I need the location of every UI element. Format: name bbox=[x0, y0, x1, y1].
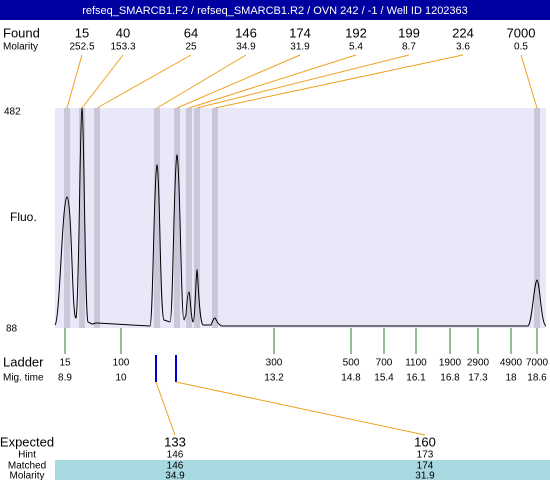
ladder-size: 100 bbox=[113, 358, 130, 369]
peak-connector bbox=[176, 54, 301, 109]
peak-connector bbox=[96, 54, 192, 109]
ladder-label: Ladder bbox=[3, 354, 44, 369]
expected-molarity: 31.9 bbox=[415, 471, 435, 480]
header-title: refseq_SMARCB1.F2 / refseq_SMARCB1.R2 / … bbox=[82, 5, 468, 17]
ladder-size: 700 bbox=[376, 358, 393, 369]
found-size: 15 bbox=[75, 25, 89, 40]
ladder-size: 4900 bbox=[500, 358, 523, 369]
ladder-time: 15.4 bbox=[374, 373, 394, 384]
peak-connector bbox=[214, 54, 464, 109]
peak-band bbox=[186, 108, 192, 328]
connector bbox=[155, 381, 176, 436]
peak-connector bbox=[188, 54, 357, 109]
expected-matched: 174 bbox=[417, 461, 434, 472]
ladder-time: 8.9 bbox=[58, 373, 72, 384]
peak-connector bbox=[66, 54, 83, 109]
trace bbox=[54, 107, 547, 327]
peak-band bbox=[534, 108, 540, 328]
ladder-size: 1100 bbox=[405, 358, 427, 369]
peak-connector bbox=[81, 54, 124, 109]
found-size: 192 bbox=[345, 25, 367, 40]
found-size: 40 bbox=[116, 25, 130, 40]
found-size: 64 bbox=[184, 25, 198, 40]
found-size: 224 bbox=[452, 25, 474, 40]
ladder-time: 18.6 bbox=[527, 373, 547, 384]
y-min-label: 88 bbox=[6, 324, 18, 335]
ladder-time: 16.8 bbox=[440, 373, 460, 384]
ladder-size: 500 bbox=[343, 358, 360, 369]
peak-connector bbox=[196, 54, 410, 109]
y-axis-label: Fluo. bbox=[10, 210, 37, 224]
found-label: Found bbox=[3, 25, 40, 40]
found-molarity: 5.4 bbox=[349, 42, 363, 53]
peak-connector bbox=[156, 54, 247, 109]
mig-time-label: Mig. time bbox=[3, 373, 44, 384]
ladder-time: 18 bbox=[505, 373, 517, 384]
ladder-time: 16.1 bbox=[406, 373, 426, 384]
found-molarity: 25 bbox=[185, 42, 197, 53]
found-size: 174 bbox=[289, 25, 311, 40]
found-molarity: 252.5 bbox=[69, 42, 94, 53]
ladder-time: 14.8 bbox=[341, 373, 361, 384]
ladder-size: 2900 bbox=[467, 358, 490, 369]
peak-band bbox=[194, 108, 200, 328]
expected-row-label: Expected bbox=[0, 434, 54, 449]
ladder-time: 17.3 bbox=[468, 373, 488, 384]
expected-row-label: Hint bbox=[18, 450, 36, 461]
found-molarity: 0.5 bbox=[514, 42, 528, 53]
ladder-size: 7000 bbox=[526, 358, 549, 369]
y-max-label: 482 bbox=[4, 107, 21, 118]
expected-row-label: Molarity bbox=[9, 471, 44, 480]
peak-band bbox=[174, 108, 180, 328]
ladder-size: 1900 bbox=[439, 358, 462, 369]
expected-molarity: 34.9 bbox=[165, 471, 185, 480]
found-size: 7000 bbox=[507, 25, 536, 40]
header-bar bbox=[0, 0, 550, 20]
expected-expected: 160 bbox=[414, 434, 436, 449]
molarity-label: Molarity bbox=[3, 42, 38, 53]
ladder-size: 300 bbox=[266, 358, 283, 369]
found-molarity: 8.7 bbox=[402, 42, 416, 53]
peak-band bbox=[94, 108, 100, 328]
ladder-time: 13.2 bbox=[264, 373, 284, 384]
found-molarity: 3.6 bbox=[456, 42, 470, 53]
expected-hint: 173 bbox=[417, 450, 434, 461]
matched-row-bg bbox=[55, 460, 550, 480]
found-molarity: 153.3 bbox=[110, 42, 135, 53]
found-molarity: 31.9 bbox=[290, 42, 310, 53]
peak-band bbox=[64, 108, 70, 328]
plot-area bbox=[55, 108, 546, 328]
expected-matched: 146 bbox=[167, 461, 184, 472]
connector bbox=[175, 381, 426, 436]
peak-band bbox=[154, 108, 160, 328]
expected-expected: 133 bbox=[164, 434, 186, 449]
found-molarity: 34.9 bbox=[236, 42, 256, 53]
ladder-time: 10 bbox=[115, 373, 127, 384]
ladder-size: 15 bbox=[59, 358, 71, 369]
peak-connector bbox=[520, 54, 538, 109]
found-size: 146 bbox=[235, 25, 257, 40]
found-size: 199 bbox=[398, 25, 420, 40]
peak-band bbox=[79, 108, 85, 328]
peak-band bbox=[212, 108, 218, 328]
expected-row-label: Matched bbox=[8, 461, 46, 472]
expected-hint: 146 bbox=[167, 450, 184, 461]
